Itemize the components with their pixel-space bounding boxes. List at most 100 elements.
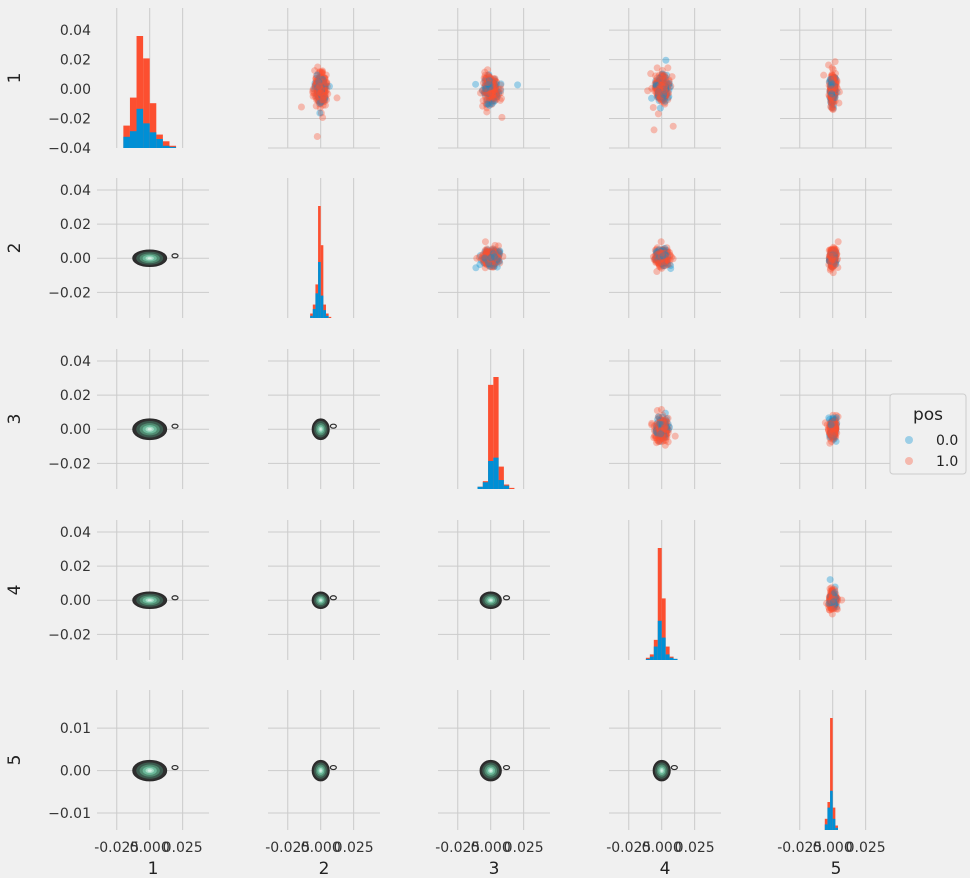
scatter-point-pos0 [658, 72, 666, 80]
scatter-point-pos1 [655, 82, 663, 90]
scatter-point-pos0 [654, 93, 662, 101]
scatter-point-pos1 [491, 90, 499, 98]
scatter-point-pos1 [315, 75, 323, 83]
scatter-point-pos1 [318, 86, 326, 94]
scatter-point-pos1 [316, 85, 324, 93]
scatter-point-pos1 [488, 88, 496, 96]
scatter-point-pos0 [320, 97, 328, 105]
scatter-point-pos0 [485, 258, 493, 266]
scatter-point-pos1 [488, 257, 496, 265]
scatter-point-pos1 [658, 78, 666, 86]
hist-bar-pos0 [123, 136, 130, 148]
scatter-point-pos1 [321, 88, 329, 96]
scatter-point-pos1 [485, 254, 493, 262]
scatter-point-pos1 [493, 93, 501, 101]
scatter-point-pos1 [321, 80, 329, 88]
scatter-point-pos1 [828, 85, 836, 93]
scatter-point-pos1 [488, 256, 496, 264]
scatter-point-pos1 [497, 81, 505, 89]
scatter-point-pos1 [486, 249, 494, 257]
scatter-point-pos1 [656, 83, 664, 91]
scatter-point-pos1 [495, 253, 503, 261]
scatter-point-pos1 [479, 79, 487, 87]
scatter-point-pos0 [316, 88, 324, 96]
scatter-point-pos0 [487, 85, 495, 93]
scatter-point-pos0 [487, 82, 495, 90]
scatter-point-pos1 [483, 104, 491, 112]
scatter-point-pos1 [653, 84, 661, 92]
scatter-point-pos1 [828, 82, 836, 90]
kde-outlier-contour [171, 595, 179, 601]
panel-1-5 [780, 8, 892, 149]
scatter-point-pos1 [659, 91, 667, 99]
scatter-point-pos1 [830, 92, 838, 100]
scatter-point-pos0 [481, 85, 489, 93]
hist-bar-pos0 [503, 485, 510, 489]
scatter-point-pos1 [653, 78, 661, 86]
scatter-point-pos1 [827, 83, 835, 91]
scatter-point-pos1 [659, 81, 667, 89]
scatter-point-pos0 [318, 84, 326, 92]
scatter-point-pos0 [483, 255, 491, 263]
scatter-point-pos1 [492, 90, 500, 98]
scatter-point-pos1 [828, 76, 836, 84]
scatter-point-pos1 [488, 92, 496, 100]
kde-contour [319, 428, 322, 431]
scatter-point-pos1 [485, 96, 493, 104]
scatter-point-pos1 [482, 84, 490, 92]
scatter-point-pos1 [659, 95, 667, 103]
scatter-point-pos1 [828, 98, 836, 106]
scatter-point-pos1 [827, 88, 835, 96]
scatter-point-pos1 [661, 86, 669, 94]
scatter-point-pos1 [316, 81, 324, 89]
scatter-point-pos0 [658, 80, 666, 88]
hist-bar-pos0 [143, 123, 150, 148]
scatter-point-pos1 [828, 79, 836, 87]
scatter-point-pos1 [489, 253, 497, 261]
scatter-point-pos0 [497, 80, 505, 88]
scatter-point-pos1 [831, 97, 839, 105]
scatter-point-pos1 [491, 86, 499, 94]
scatter-point-pos1 [661, 93, 669, 101]
scatter-point-pos1 [653, 81, 661, 89]
scatter-point-pos0 [485, 253, 493, 261]
scatter-point-pos1 [297, 103, 305, 111]
scatter-point-pos1 [487, 90, 495, 98]
scatter-point-pos1 [483, 101, 491, 109]
scatter-point-pos1 [489, 86, 497, 94]
scatter-point-pos1 [656, 87, 664, 95]
scatter-point-pos0 [313, 71, 321, 79]
scatter-point-pos0 [830, 82, 838, 90]
scatter-point-pos1 [658, 70, 666, 78]
hist-bar-pos0 [310, 315, 313, 318]
scatter-point-pos1 [828, 96, 836, 104]
scatter-point-pos0 [487, 80, 495, 88]
scatter-point-pos1 [664, 64, 672, 72]
scatter-point-pos1 [316, 90, 324, 98]
scatter-point-pos1 [316, 93, 324, 101]
scatter-point-pos1 [658, 77, 666, 85]
hist-bar-pos0 [323, 310, 326, 318]
scatter-point-pos1 [658, 85, 666, 93]
scatter-point-pos1 [487, 253, 495, 261]
scatter-point-pos0 [492, 89, 500, 97]
scatter-point-pos0 [829, 414, 837, 422]
scatter-point-pos0 [495, 88, 503, 96]
scatter-point-pos0 [661, 83, 669, 91]
scatter-point-pos1 [311, 67, 319, 75]
scatter-point-pos1 [486, 80, 494, 88]
scatter-point-pos1 [829, 83, 837, 91]
scatter-point-pos1 [488, 89, 496, 97]
scatter-point-pos1 [485, 94, 493, 102]
scatter-point-pos0 [662, 56, 670, 64]
scatter-point-pos0 [316, 77, 324, 85]
hist-bar-pos0 [312, 309, 316, 318]
scatter-point-pos1 [830, 77, 838, 85]
scatter-point-pos1 [488, 79, 496, 87]
scatter-point-pos1 [482, 75, 490, 83]
scatter-point-pos0 [486, 86, 494, 94]
scatter-point-pos1 [659, 84, 667, 92]
scatter-point-pos1 [654, 110, 662, 118]
scatter-point-pos1 [659, 87, 667, 95]
scatter-point-pos0 [314, 82, 322, 90]
